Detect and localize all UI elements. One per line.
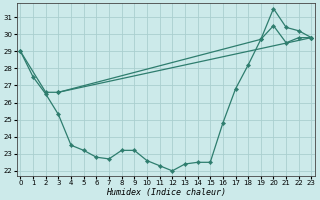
X-axis label: Humidex (Indice chaleur): Humidex (Indice chaleur): [106, 188, 226, 197]
